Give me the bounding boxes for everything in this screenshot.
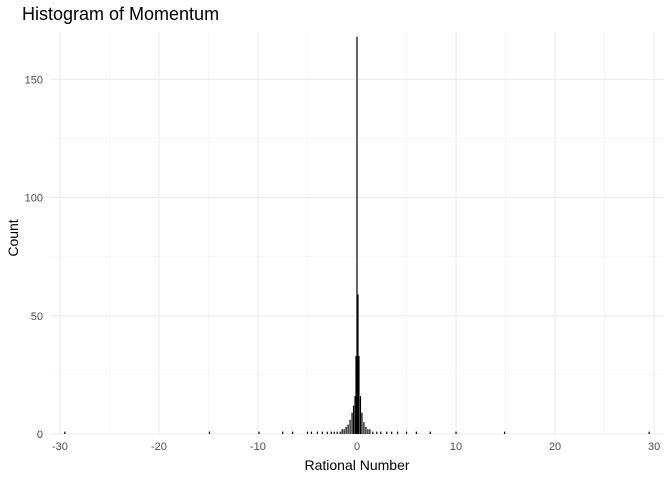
histogram-bar xyxy=(310,431,313,434)
histogram-bar xyxy=(336,431,338,434)
histogram-bar xyxy=(316,431,318,434)
histogram-bar xyxy=(64,431,66,434)
histogram-bar xyxy=(391,431,393,434)
x-tick-label: 30 xyxy=(648,441,660,453)
histogram-bar xyxy=(455,431,457,434)
histogram-bar xyxy=(355,355,357,434)
histogram-bar xyxy=(503,431,506,434)
histogram-bar xyxy=(397,431,399,434)
histogram-bar xyxy=(369,429,371,434)
y-tick-label: 50 xyxy=(31,311,43,323)
x-axis-title: Rational Number xyxy=(304,457,409,473)
histogram-bar xyxy=(648,431,650,434)
histogram-bar xyxy=(365,426,367,434)
histogram-bar xyxy=(292,431,294,434)
histogram-bar xyxy=(359,396,362,434)
histogram-bar xyxy=(339,431,341,434)
x-tick-labels: -30 -20 -10 0 10 20 30 xyxy=(52,441,660,453)
histogram-bar xyxy=(415,431,418,434)
histogram-bar xyxy=(356,36,358,435)
histogram-bar xyxy=(363,422,365,434)
histogram-bar xyxy=(282,431,284,434)
x-tick-label: 10 xyxy=(450,441,462,453)
histogram-bar xyxy=(367,429,369,434)
histogram-bar xyxy=(347,424,349,434)
y-tick-label: 150 xyxy=(25,74,43,86)
histogram-bar xyxy=(354,396,356,434)
histogram-bar xyxy=(326,431,328,434)
histogram-bar xyxy=(258,431,260,434)
histogram-bar xyxy=(343,429,345,434)
histogram-bar xyxy=(429,431,431,434)
histogram-bars xyxy=(64,36,650,435)
y-tick-label: 0 xyxy=(37,429,43,441)
histogram-bar xyxy=(341,429,343,434)
histogram-bar xyxy=(330,431,332,434)
histogram-bar xyxy=(352,405,355,434)
histogram-bar xyxy=(372,431,374,434)
histogram-bar xyxy=(345,426,347,434)
histogram-bar xyxy=(380,431,382,434)
y-tick-labels: 0 50 100 150 xyxy=(25,74,43,441)
x-tick-label: 0 xyxy=(354,441,360,453)
histogram-bar xyxy=(321,431,323,434)
chart-title: Histogram of Momentum xyxy=(22,4,220,24)
y-axis-title: Count xyxy=(5,219,21,256)
histogram-bar xyxy=(361,412,363,434)
x-tick-label: -20 xyxy=(151,441,167,453)
histogram-bar xyxy=(357,294,359,434)
histogram-bar xyxy=(351,412,353,434)
histogram-bar xyxy=(306,431,309,434)
histogram-bar xyxy=(386,431,388,434)
histogram-bar xyxy=(349,419,351,434)
x-tick-label: -10 xyxy=(250,441,266,453)
histogram-bar xyxy=(376,431,378,434)
histogram-bar xyxy=(333,431,335,434)
y-tick-label: 100 xyxy=(25,193,43,205)
histogram-bar xyxy=(405,431,408,434)
histogram-bar xyxy=(208,431,211,434)
x-tick-label: -30 xyxy=(52,441,68,453)
x-tick-label: 20 xyxy=(549,441,561,453)
histogram-bar xyxy=(358,355,360,434)
